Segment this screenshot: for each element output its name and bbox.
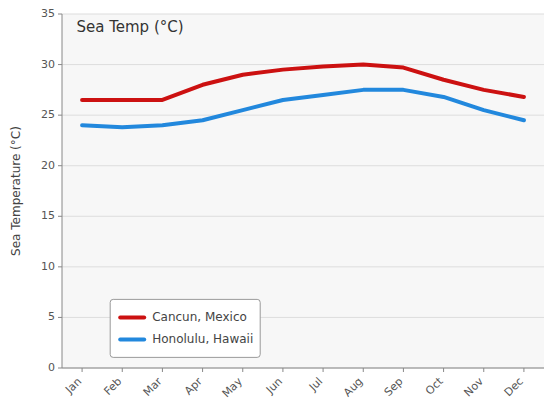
x-tick-label: Oct (423, 374, 446, 397)
y-axis-label: Sea Temperature (°C) (9, 126, 23, 256)
x-tick (363, 368, 364, 372)
x-tick-label: Aug (341, 375, 365, 399)
x-tick-label: Feb (101, 375, 124, 398)
chart-title: Sea Temp (°C) (76, 18, 183, 36)
grid-line (62, 317, 544, 318)
y-tick-label: 5 (48, 310, 55, 323)
x-tick (523, 368, 524, 372)
grid-line (62, 115, 544, 116)
series-lines (82, 65, 524, 128)
x-tick (242, 368, 243, 372)
y-tick-label: 25 (41, 108, 55, 121)
y-axis-line (62, 14, 63, 368)
y-tick (58, 368, 62, 369)
y-tick-label: 0 (48, 361, 55, 374)
y-tick-label: 30 (41, 58, 55, 71)
x-tick-label: Sep (382, 375, 406, 399)
x-tick (282, 368, 283, 372)
y-tick (58, 115, 62, 116)
series-line (82, 65, 524, 100)
x-tick (403, 368, 404, 372)
legend: Cancun, Mexico Honolulu, Hawaii (110, 299, 260, 357)
grid-line (62, 64, 544, 65)
y-tick-label: 35 (41, 7, 55, 20)
x-tick-label: May (220, 375, 246, 401)
x-tick (122, 368, 123, 372)
grid-line (62, 266, 544, 267)
x-tick-label: Jul (306, 375, 325, 394)
y-tick (58, 317, 62, 318)
y-tick-label: 20 (41, 159, 55, 172)
legend-label: Honolulu, Hawaii (152, 332, 253, 346)
grid-line (62, 14, 544, 15)
plot-background (62, 14, 544, 368)
x-tick (82, 368, 83, 372)
y-axis: 0 5 10 15 20 25 30 35 (41, 7, 62, 374)
x-tick (443, 368, 444, 372)
legend-label: Cancun, Mexico (152, 310, 247, 324)
grid-line (62, 165, 544, 166)
y-tick (58, 165, 62, 166)
y-tick-label: 15 (41, 209, 55, 222)
legend-swatch (120, 337, 144, 341)
x-tick (202, 368, 203, 372)
series-line (82, 90, 524, 127)
page: {"chart_data": {"type": "line", "title":… (0, 0, 560, 420)
y-tick (58, 266, 62, 267)
x-axis-line (62, 368, 544, 369)
y-tick (58, 14, 62, 15)
x-tick-label: Dec (502, 375, 526, 399)
chart-container: 0 5 10 15 20 25 30 35 Jan Feb Mar Apr May Jun Jul Aug Se… (0, 0, 560, 420)
chart-svg: 0 5 10 15 20 25 30 35 Jan Feb Mar Apr May Jun Jul Aug Se… (0, 0, 560, 420)
x-tick-label: Jan (62, 375, 84, 397)
y-tick (58, 64, 62, 65)
x-tick-label: Mar (141, 375, 165, 399)
x-tick-label: Apr (182, 375, 205, 398)
grid-line (62, 368, 544, 369)
grid-line (62, 216, 544, 217)
legend-frame (110, 299, 260, 357)
x-tick (483, 368, 484, 372)
x-tick (162, 368, 163, 372)
y-tick (58, 216, 62, 217)
x-tick-label: Nov (461, 375, 486, 400)
y-tick-label: 10 (41, 260, 55, 273)
x-axis: Jan Feb Mar Apr May Jun Jul Aug Sep Oct Nov Dec (62, 368, 526, 400)
x-tick (323, 368, 324, 372)
x-tick-label: Jun (263, 375, 285, 397)
y-grid (62, 14, 544, 368)
legend-swatch (120, 315, 144, 319)
